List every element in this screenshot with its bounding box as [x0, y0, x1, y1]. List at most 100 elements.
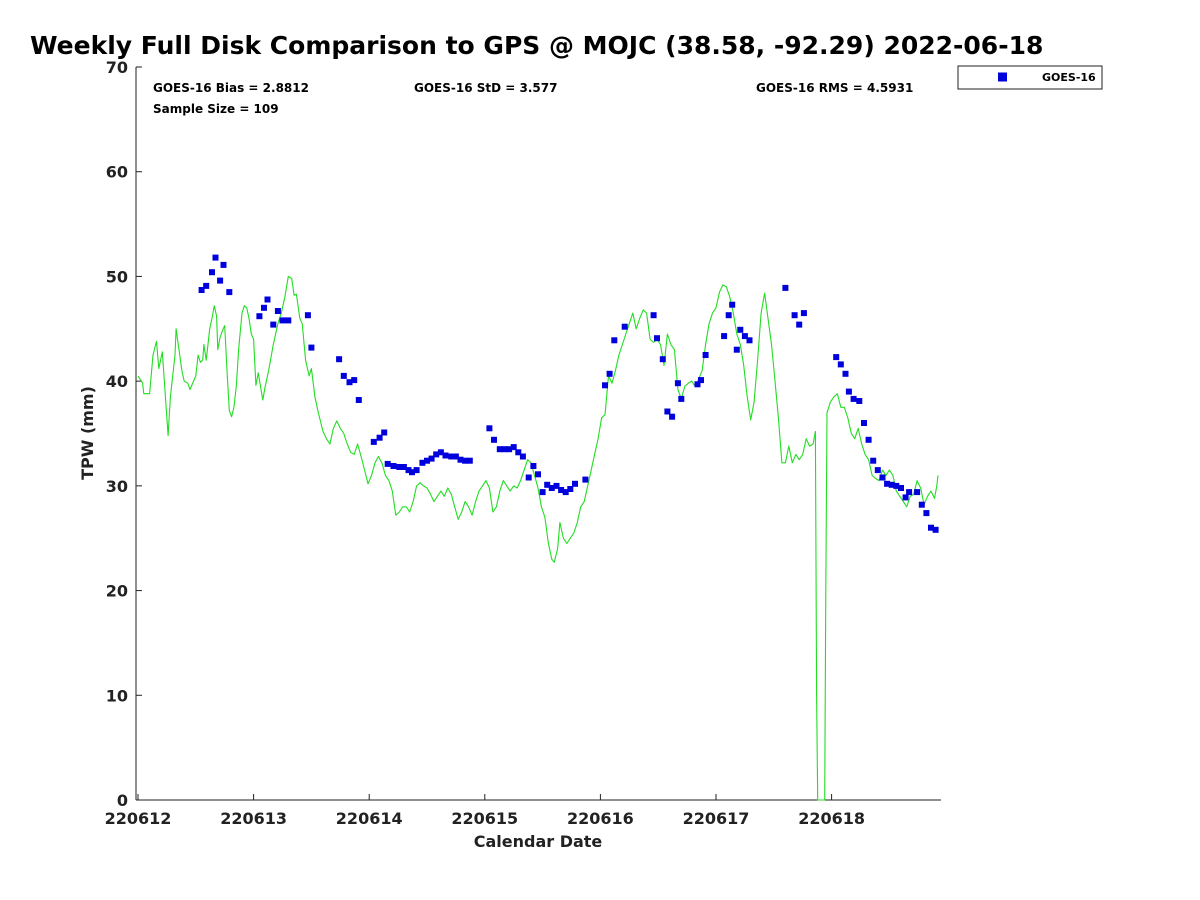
goes16-data-point	[381, 429, 388, 436]
y-axis-ticks: 0 10 20 30 40 50 60 70	[106, 58, 142, 810]
goes16-data-point	[659, 356, 666, 363]
x-tick-label: 220616	[567, 809, 634, 828]
goes16-data-point	[491, 436, 497, 443]
goes16-data-point	[650, 312, 657, 319]
goes16-data-point	[442, 452, 449, 459]
goes16-data-point	[674, 380, 681, 387]
goes16-data-point	[582, 476, 589, 483]
goes16-data-point	[842, 370, 849, 377]
goes16-data-point	[669, 413, 676, 420]
goes16-data-point	[737, 326, 744, 333]
legend-goes16-marker	[998, 72, 1007, 82]
goes16-data-point	[621, 323, 628, 330]
stat-rms: GOES-16 RMS = 4.5931	[756, 81, 913, 95]
goes16-data-point	[721, 333, 728, 340]
goes16-data-point	[888, 481, 895, 488]
goes16-data-point	[874, 467, 881, 474]
goes16-data-point	[800, 310, 807, 317]
goes16-data-point	[336, 356, 343, 363]
goes16-data-point	[791, 312, 798, 319]
y-tick-label: 30	[106, 477, 128, 496]
y-tick-label: 20	[106, 582, 128, 601]
goes16-data-point	[893, 482, 900, 489]
plot-area	[136, 67, 941, 800]
goes16-data-point	[384, 460, 391, 467]
goes16-data-point	[220, 261, 227, 268]
goes16-data-point	[602, 382, 608, 389]
goes16-data-point	[558, 487, 565, 493]
goes16-data-point	[918, 501, 925, 508]
goes16-data-point	[428, 455, 435, 462]
goes16-data-point	[351, 377, 358, 384]
legend-box	[957, 65, 1103, 90]
goes16-data-point	[914, 489, 921, 496]
x-tick-label: 220614	[336, 809, 403, 828]
goes16-data-point	[548, 485, 555, 491]
goes16-data-point	[261, 304, 267, 311]
goes16-data-point	[370, 438, 377, 445]
goes16-data-point	[850, 395, 857, 402]
goes16-data-point	[274, 308, 281, 314]
chart-title: Weekly Full Disk Comparison to GPS @ MOJ…	[30, 31, 1043, 60]
x-tick-label: 220615	[451, 809, 518, 828]
goes16-data-point	[209, 269, 215, 276]
goes16-data-point	[212, 254, 219, 261]
goes16-data-point	[678, 395, 685, 402]
goes16-data-point	[462, 457, 469, 464]
goes16-data-point	[833, 354, 840, 361]
goes16-data-point	[304, 312, 311, 319]
goes16-data-point	[861, 420, 867, 426]
goes16-data-point	[256, 313, 263, 320]
goes16-data-point	[285, 317, 292, 324]
legend: GOES-16	[957, 65, 1103, 90]
goes16-data-point	[376, 434, 383, 441]
goes16-data-point	[902, 494, 909, 501]
goes16-data-point	[424, 457, 430, 464]
goes16-data-point	[400, 464, 407, 470]
goes16-data-point	[746, 337, 753, 344]
x-tick-label: 220618	[798, 809, 865, 828]
y-tick-label: 70	[106, 58, 128, 77]
x-axis-ticks: 220612 220613 220614 220615 220616 220617 2206…	[105, 794, 865, 828]
goes16-data-point	[340, 372, 347, 379]
goes16-data-point	[405, 467, 412, 474]
goes16-data-point	[279, 317, 286, 324]
goes16-data-point	[606, 370, 613, 377]
goes16-data-point	[741, 333, 748, 340]
goes16-data-point	[486, 425, 493, 432]
y-tick-label: 60	[106, 163, 128, 182]
goes16-series-markers	[198, 254, 939, 533]
goes16-data-point	[702, 352, 709, 358]
goes16-data-point	[879, 474, 886, 481]
goes16-data-point	[729, 301, 736, 308]
goes16-data-point	[782, 284, 789, 291]
goes16-data-point	[856, 398, 863, 404]
goes16-data-point	[544, 481, 551, 488]
goes16-data-point	[346, 379, 353, 386]
stat-sample-size: Sample Size = 109	[153, 102, 279, 116]
goes16-data-point	[733, 346, 740, 353]
y-tick-label: 10	[106, 686, 128, 705]
x-axis-label: Calendar Date	[474, 832, 603, 851]
goes16-data-point	[694, 381, 701, 388]
y-tick-label: 40	[106, 372, 128, 391]
goes16-data-point	[270, 321, 277, 328]
legend-goes16-label: GOES-16	[1042, 71, 1096, 84]
goes16-data-point	[501, 446, 508, 453]
y-axis-label: TPW (mm)	[78, 386, 97, 480]
goes16-data-point	[845, 388, 852, 395]
goes16-data-point	[572, 480, 578, 487]
goes16-data-point	[506, 446, 513, 453]
goes16-data-point	[515, 449, 522, 456]
goes16-data-point	[928, 524, 934, 531]
goes16-data-point	[837, 361, 844, 368]
x-tick-label: 220612	[105, 809, 172, 828]
goes16-data-point	[664, 408, 671, 415]
goes16-data-point	[466, 457, 473, 464]
goes16-data-point	[530, 463, 537, 469]
goes16-data-point	[870, 457, 877, 464]
goes16-data-point	[553, 482, 560, 489]
goes16-data-point	[390, 463, 397, 469]
goes16-data-point	[448, 453, 455, 460]
